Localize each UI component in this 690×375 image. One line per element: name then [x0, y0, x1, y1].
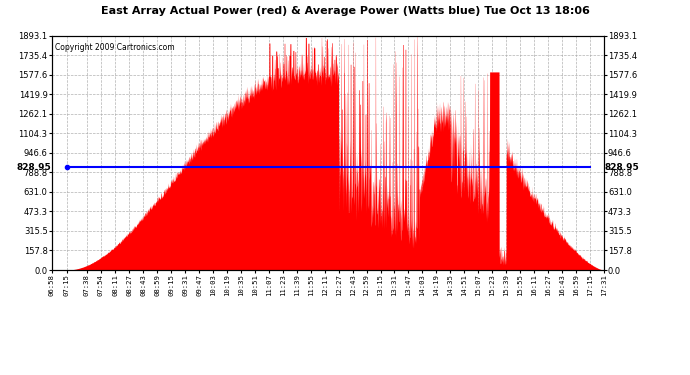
- Text: East Array Actual Power (red) & Average Power (Watts blue) Tue Oct 13 18:06: East Array Actual Power (red) & Average …: [101, 6, 589, 16]
- Text: 828.95: 828.95: [16, 163, 51, 172]
- Text: 828.95: 828.95: [604, 163, 640, 172]
- Text: Copyright 2009 Cartronics.com: Copyright 2009 Cartronics.com: [55, 43, 174, 52]
